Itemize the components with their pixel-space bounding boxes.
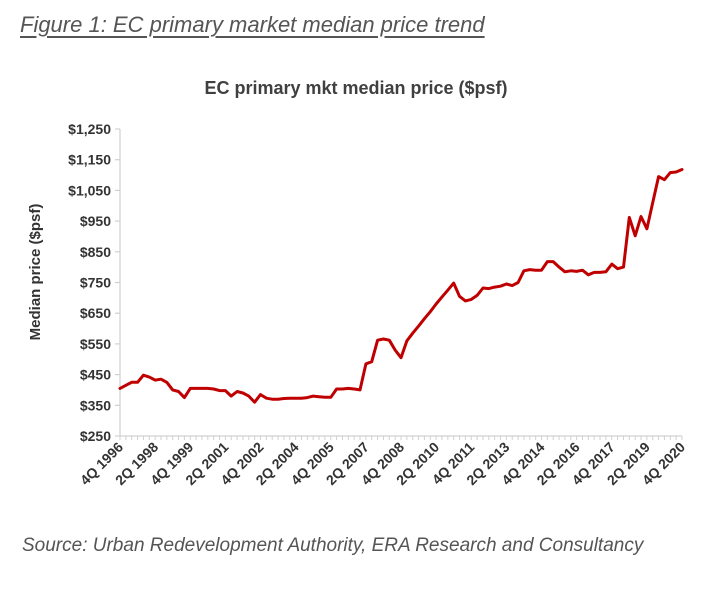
y-tick-label: $1,250 xyxy=(68,121,111,137)
y-tick-label: $850 xyxy=(80,244,111,260)
source-note: Source: Urban Redevelopment Authority, E… xyxy=(22,535,644,556)
chart-title: EC primary mkt median price ($psf) xyxy=(204,78,508,98)
y-tick-label: $350 xyxy=(80,397,111,413)
y-tick-label: $650 xyxy=(80,305,111,321)
y-tick-label: $1,150 xyxy=(68,152,111,168)
y-tick-label: $1,050 xyxy=(68,182,111,198)
y-tick-label: $450 xyxy=(80,367,111,383)
series-line xyxy=(118,168,684,404)
y-tick-label: $550 xyxy=(80,336,111,352)
y-axis: $1,250 $1,150 $1,050 $950 $850 $750 $650 $550 $4… xyxy=(68,121,121,444)
y-tick-label: $950 xyxy=(80,213,111,229)
series-group xyxy=(118,168,684,404)
y-tick-label: $250 xyxy=(80,428,111,444)
y-tick-label: $750 xyxy=(80,275,111,291)
y-axis-label: Median price ($psf) xyxy=(27,204,44,341)
figure-caption: Figure 1: EC primary market median price… xyxy=(20,12,485,37)
